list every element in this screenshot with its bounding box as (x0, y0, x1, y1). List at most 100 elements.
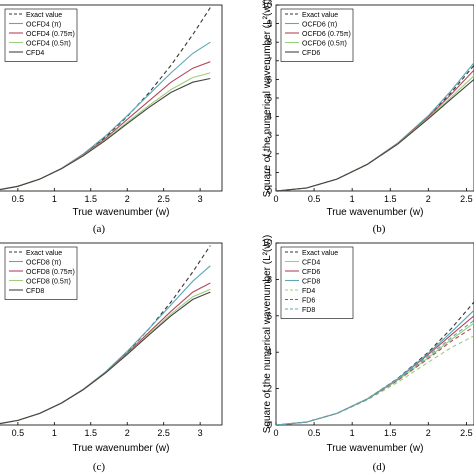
y-tick-label: 4 (267, 347, 272, 357)
legend-entry: OCFD4 (0.5π) (26, 41, 71, 48)
y-tick-label: 2 (267, 149, 272, 159)
legend-entry: OCFD4 (π) (26, 22, 61, 29)
x-tick-label: 1.5 (85, 428, 98, 438)
chart-panel: 0 0.5 1 1.5 2 2.5 0 2 4 6 8 10 True wavenumber (w) Sq… (262, 235, 474, 473)
x-axis-label: True wavenumber (w) (327, 207, 424, 218)
legend-entry: OCFD8 (π) (26, 260, 61, 267)
series-line (0, 61, 211, 191)
series-line (0, 282, 211, 425)
x-tick-label: 1 (350, 428, 355, 438)
x-tick-label: 0.5 (308, 194, 321, 204)
y-tick-label: 0 (267, 420, 272, 430)
x-tick-label: 0.5 (12, 194, 25, 204)
y-tick-label: 0 (267, 186, 272, 196)
x-tick-label: 3 (198, 194, 203, 204)
y-tick-label: 7 (267, 56, 272, 66)
y-tick-label: 6 (267, 74, 272, 84)
legend-entry: OCFD8 (0.75π) (26, 269, 75, 276)
plot-frame (0, 4, 223, 192)
x-tick-label: 0.5 (308, 428, 321, 438)
legend-entry: CFD6 (302, 50, 320, 57)
series-line (0, 77, 211, 191)
x-axis-label: True wavenumber (w) (73, 207, 170, 218)
legend-entry: Exact value (302, 250, 338, 257)
legend-entry: CFD4 (302, 260, 320, 267)
y-tick-label: 8 (267, 37, 272, 47)
x-tick-label: 2.5 (460, 428, 473, 438)
y-tick-label: 1 (267, 167, 272, 177)
panel-label: (c) (93, 461, 106, 473)
series-line (0, 72, 211, 191)
series-line (276, 75, 474, 191)
legend-entry: OCFD6 (π) (302, 22, 337, 29)
legend-entry: CFD8 (26, 288, 44, 295)
legend-entry: Exact value (302, 12, 338, 19)
series-line (276, 64, 474, 191)
y-tick-label: 2 (267, 384, 272, 394)
chart-panel: 0 0.5 1 1.5 2 2.5 0 1 2 3 4 5 6 7 8 9 10 True wavenumber … (262, 0, 474, 235)
series-line (276, 78, 474, 191)
x-tick-label: 2 (125, 428, 130, 438)
plot-frame (0, 242, 223, 426)
panel-label: (a) (93, 223, 106, 235)
x-tick-label: 1.5 (85, 194, 98, 204)
y-tick-label: 4 (267, 112, 272, 122)
y-axis-label: Square of the numerical wavenumber (L²(w… (262, 0, 273, 197)
legend-entry: FD4 (302, 288, 315, 295)
legend-entry: OCFD8 (0.5π) (26, 279, 71, 286)
y-tick-label: 9 (267, 19, 272, 29)
legend-entry: OCFD4 (0.75π) (26, 31, 75, 38)
x-tick-label: 1 (350, 194, 355, 204)
series-line (0, 41, 211, 191)
x-tick-label: 2.5 (157, 428, 170, 438)
x-tick-label: 0 (273, 428, 278, 438)
x-axis-label: True wavenumber (w) (73, 443, 170, 454)
x-tick-label: 0 (273, 194, 278, 204)
legend-entry: OCFD6 (0.5π) (302, 41, 347, 48)
panel-label: (b) (373, 223, 386, 235)
x-tick-label: 2.5 (157, 194, 170, 204)
x-tick-label: 2 (426, 428, 431, 438)
legend-entry: CFD4 (26, 50, 44, 57)
y-tick-label: 10 (262, 238, 272, 248)
x-tick-label: 2 (125, 194, 130, 204)
x-axis-label: True wavenumber (w) (327, 443, 424, 454)
legend-box (4, 246, 78, 300)
legend-entry: Exact value (26, 250, 62, 257)
chart-panel: 0.5 1 1.5 2 2.5 3 True wavenumber (w) (c) Exact … (0, 242, 223, 473)
x-tick-label: 1.5 (384, 194, 397, 204)
x-tick-label: 2.5 (460, 194, 473, 204)
plot-frame (275, 242, 474, 426)
series-line (276, 315, 474, 425)
legend-entry: CFD8 (302, 279, 320, 286)
legend-box (280, 246, 354, 319)
legend-box (280, 8, 354, 62)
x-tick-label: 1.5 (384, 428, 397, 438)
legend-entry: CFD6 (302, 269, 320, 276)
x-tick-label: 3 (198, 428, 203, 438)
y-tick-label: 10 (262, 0, 272, 10)
x-tick-label: 1 (52, 428, 57, 438)
legend-entry: Exact value (26, 12, 62, 19)
legend-box (4, 8, 78, 62)
legend-entry: FD8 (302, 307, 315, 314)
chart-panel: 0.5 1 1.5 2 2.5 3 True wavenumber (w) (a) Exact … (0, 4, 223, 235)
series-line (276, 309, 474, 425)
series-line (276, 335, 474, 425)
legend-entry: OCFD6 (0.75π) (302, 31, 351, 38)
y-tick-label: 3 (267, 130, 272, 140)
series-line (276, 69, 474, 191)
y-axis-label: Square of the numerical wavenumber (L²(w… (262, 235, 273, 433)
x-tick-label: 2 (426, 194, 431, 204)
y-tick-label: 8 (267, 274, 272, 284)
legend-entry: FD6 (302, 298, 315, 305)
panel-label: (d) (373, 461, 386, 473)
series-line (276, 319, 474, 425)
series-line (276, 301, 474, 425)
y-tick-label: 5 (267, 93, 272, 103)
series-line (276, 62, 474, 191)
x-tick-label: 1 (52, 194, 57, 204)
series-line (0, 291, 211, 425)
y-tick-label: 6 (267, 311, 272, 321)
